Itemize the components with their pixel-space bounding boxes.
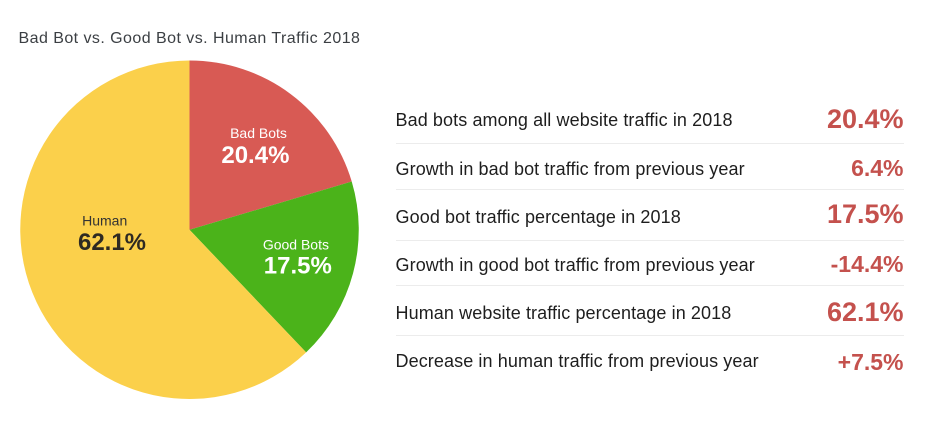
svg-text:Bad Bots: Bad Bots — [230, 125, 287, 141]
svg-text:Human: Human — [82, 213, 127, 229]
svg-text:20.4%: 20.4% — [221, 142, 289, 169]
svg-text:62.1%: 62.1% — [78, 229, 146, 256]
svg-text:17.5%: 17.5% — [264, 253, 332, 280]
svg-text:Good Bots: Good Bots — [263, 237, 329, 253]
